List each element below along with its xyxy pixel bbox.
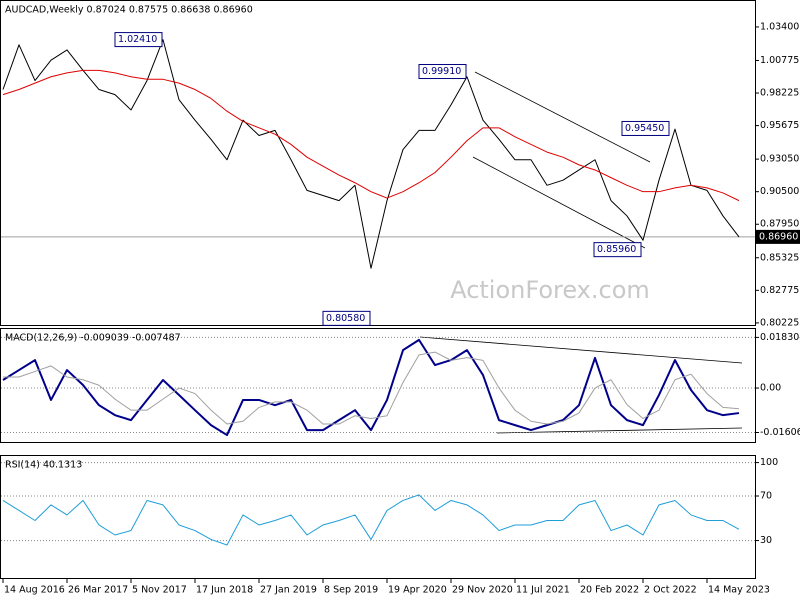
annotation-label: 0.85960 bbox=[597, 244, 636, 255]
x-tick-label: 27 Jan 2019 bbox=[260, 585, 317, 596]
x-tick-label: 11 Jul 2021 bbox=[516, 585, 570, 596]
watermark: ActionForex.com bbox=[450, 276, 650, 304]
annotation-label: 0.80580 bbox=[326, 313, 365, 324]
annotation-label: 0.99910 bbox=[422, 66, 461, 77]
x-tick-label: 8 Sep 2019 bbox=[324, 585, 378, 596]
x-tick-label: 19 Apr 2020 bbox=[388, 585, 447, 596]
annotation-box bbox=[114, 32, 163, 48]
macd-trend-upper bbox=[419, 336, 743, 364]
annotation-box bbox=[621, 120, 670, 136]
annotation-box bbox=[322, 310, 371, 326]
x-tick-label: 14 Aug 2016 bbox=[4, 585, 65, 596]
annotation-box bbox=[593, 242, 642, 258]
macd-trend-lower bbox=[496, 427, 743, 434]
x-tick-label: 20 Feb 2022 bbox=[580, 585, 639, 596]
y-tick-label: 1.00775 bbox=[760, 55, 799, 66]
y-tick-label: 0.018304 bbox=[760, 332, 800, 343]
x-tick-label: 26 Mar 2017 bbox=[68, 585, 128, 596]
y-tick-label: 0.98225 bbox=[760, 88, 799, 99]
series-line bbox=[2, 69, 740, 202]
trend-lines bbox=[419, 71, 743, 434]
annotation-label: 0.95450 bbox=[625, 123, 664, 134]
y-tick-label: 0.80225 bbox=[760, 317, 799, 328]
y-tick-label: 100 bbox=[760, 457, 778, 468]
macd-panel bbox=[0, 328, 756, 443]
y-tick-label: 30 bbox=[760, 535, 772, 546]
rsi-panel bbox=[0, 455, 756, 579]
x-tick-label: 5 Nov 2017 bbox=[132, 585, 187, 596]
series-line bbox=[2, 39, 740, 269]
panel-frames bbox=[0, 0, 756, 579]
current-price-box bbox=[756, 229, 800, 244]
series-line bbox=[3, 351, 740, 425]
current-price-label: 0.86960 bbox=[759, 231, 798, 242]
y-tick-label: 70 bbox=[760, 491, 772, 502]
x-tick-label: 29 Nov 2020 bbox=[452, 585, 513, 596]
y-tick-label: 0.82775 bbox=[760, 285, 799, 296]
x-tick-label: 14 May 2023 bbox=[708, 585, 770, 596]
x-tick-label: 2 Oct 2022 bbox=[644, 585, 697, 596]
y-tick-label: 0.90500 bbox=[760, 186, 799, 197]
y-tick-label: 0.93050 bbox=[760, 154, 799, 165]
channel-upper bbox=[474, 71, 651, 163]
y-tick-label: 0.85325 bbox=[760, 252, 799, 263]
y-tick-label: 0.87950 bbox=[760, 219, 799, 230]
y-tick-label: 0.95675 bbox=[760, 120, 799, 131]
y-tick-label: 1.03400 bbox=[760, 21, 799, 32]
x-tick-label: 17 Jun 2018 bbox=[196, 585, 253, 596]
annotation-box bbox=[418, 64, 467, 80]
price-panel bbox=[0, 0, 756, 326]
y-tick-label: -0.016064 bbox=[760, 427, 800, 438]
panel-title: RSI(14) 40.1313 bbox=[5, 460, 82, 471]
annotation-label: 1.02410 bbox=[118, 34, 157, 45]
channel-lower bbox=[472, 156, 646, 249]
y-tick-label: 0.00 bbox=[760, 383, 781, 394]
panel-title: MACD(12,26,9) -0.009039 -0.007487 bbox=[5, 333, 181, 344]
series-line bbox=[2, 494, 740, 546]
panel-title: AUDCAD,Weekly 0.87024 0.87575 0.86638 0.… bbox=[5, 5, 253, 16]
series-line bbox=[2, 338, 740, 437]
